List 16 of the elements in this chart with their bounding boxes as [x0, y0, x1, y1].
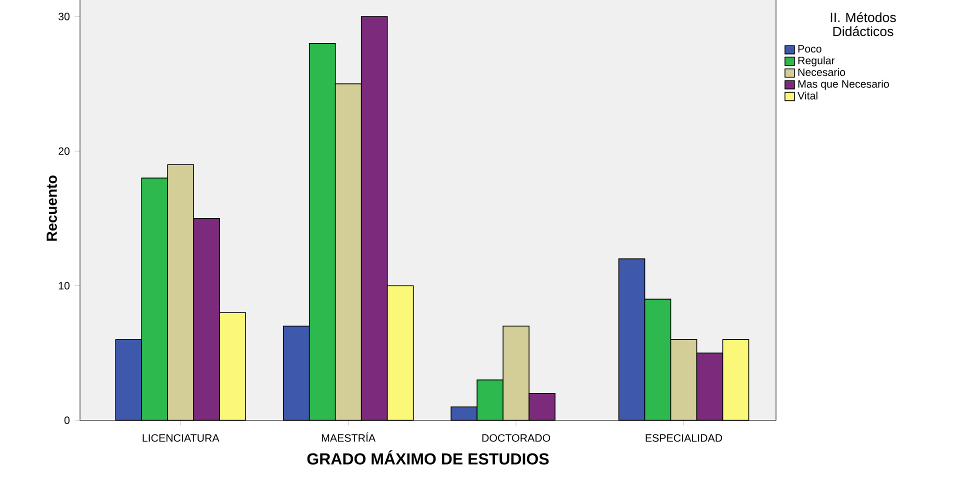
y-tick-label: 20	[58, 147, 70, 155]
y-axis-title: Recuento	[46, 176, 57, 241]
y-tick-label: 0	[64, 416, 70, 424]
x-tick-label: MAESTRÍA	[322, 432, 376, 442]
legend-title: II. Métodos Didácticos	[830, 12, 896, 36]
x-axis-title: GRADO MÁXIMO DE ESTUDIOS	[307, 450, 549, 465]
legend-label: Necesario	[798, 68, 846, 76]
legend-label: Regular	[798, 56, 835, 66]
y-tick-label: 30	[58, 12, 70, 20]
x-tick-label: ESPECIALIDAD	[646, 434, 722, 442]
x-tick-label: LICENCIATURA	[142, 434, 220, 442]
legend-label: Vital	[798, 92, 818, 100]
x-tick-label: DOCTORADO	[482, 434, 550, 442]
legend-label: Mas que Necesario	[798, 80, 889, 90]
y-tick-label: 10	[58, 282, 70, 290]
legend-label: Poco	[798, 45, 822, 53]
